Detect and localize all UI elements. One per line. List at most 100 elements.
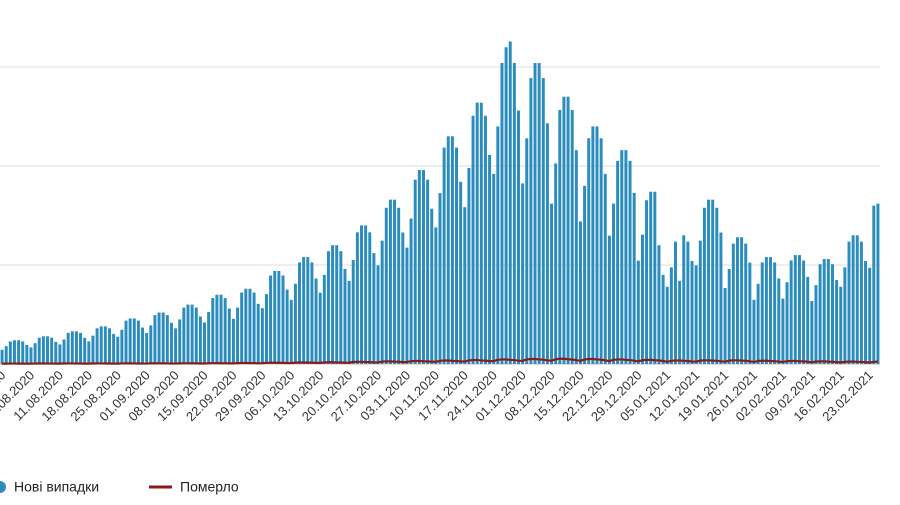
bar [186,304,190,364]
bar [322,274,326,364]
bar [120,329,124,364]
bar [657,245,661,364]
bar [612,203,616,364]
bar [116,336,120,364]
bar [231,318,235,364]
bar [25,344,29,364]
bar [198,316,202,364]
bar [756,283,760,364]
bar [537,63,541,364]
bar [698,240,702,364]
bar [864,261,868,364]
bar [54,341,58,364]
bar [748,262,752,364]
bar [136,320,140,364]
bar [620,150,624,364]
bar [21,341,25,364]
bar [165,315,169,364]
legend: Нові випадки Померло [0,479,239,495]
bar [851,235,855,364]
bar [690,261,694,364]
bar [587,138,591,364]
bar [41,336,45,364]
bar [735,237,739,364]
bar [194,307,198,364]
bar [723,287,727,364]
bar [777,278,781,364]
bar [645,200,649,364]
bar [273,270,277,364]
bar [74,331,78,364]
bar [190,304,194,364]
bar [46,336,49,364]
bar [66,332,70,364]
bar [471,115,475,364]
bar [467,167,471,364]
bar [583,185,587,364]
bar [0,349,4,364]
bar [368,232,372,364]
bar [558,109,562,364]
bar [83,337,87,364]
bar [285,289,289,364]
bar [211,298,215,364]
bar [455,147,459,364]
bar [260,308,264,364]
bar [504,47,508,364]
bar [178,319,182,364]
bar [62,339,66,364]
bar [649,191,653,364]
bar [682,235,686,364]
bar [421,169,425,364]
bar [554,163,558,364]
bar [219,294,223,364]
bar [161,312,165,364]
bar [674,241,677,364]
bar [364,225,368,364]
bar [417,169,421,364]
bar [207,311,211,364]
bar [876,203,880,364]
bar [95,328,99,364]
bar [256,303,260,364]
bar [388,199,392,364]
bar [446,136,450,364]
bar [814,285,818,364]
bar [442,147,446,364]
bar [632,192,636,364]
bar [393,199,397,364]
bar [463,207,467,364]
bar [752,299,756,364]
bar [595,126,599,365]
bar [355,232,359,364]
bar [459,181,463,364]
bar [769,257,773,364]
bar [603,173,607,364]
bar [669,267,673,364]
legend-label: Померло [180,479,239,495]
bar [174,328,178,364]
bar [103,326,107,364]
bar [512,63,516,364]
bar [711,199,715,364]
bar [50,337,54,364]
bar [744,243,748,364]
bar [227,308,231,364]
bar [640,234,644,364]
bar [727,268,731,364]
bar [868,267,872,364]
bar [492,173,496,364]
bar [715,207,719,364]
bar [302,257,306,364]
bar [607,235,611,364]
bar [112,333,116,364]
bar [521,183,525,364]
bar [636,260,640,364]
bar [277,270,281,364]
bar [665,286,669,364]
bar [318,292,322,364]
bar [252,292,256,364]
bar [360,225,363,364]
bar [707,199,711,364]
bar [479,102,483,364]
